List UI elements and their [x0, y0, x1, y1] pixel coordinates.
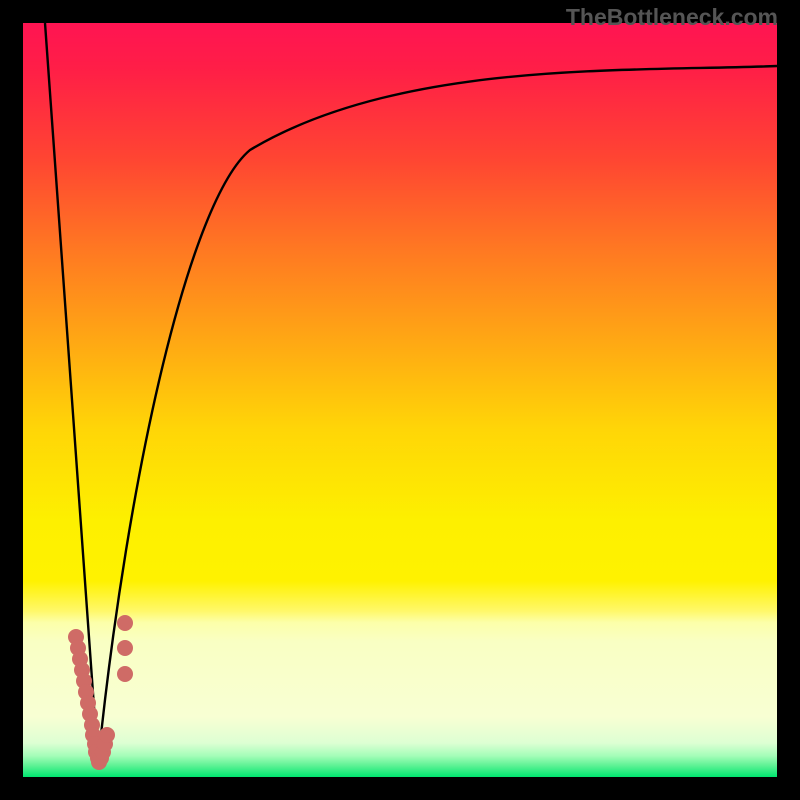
watermark-text: TheBottleneck.com [566, 4, 778, 31]
plot-background [23, 23, 777, 777]
gradient-plot [0, 0, 800, 800]
chart-frame: TheBottleneck.com [0, 0, 800, 800]
